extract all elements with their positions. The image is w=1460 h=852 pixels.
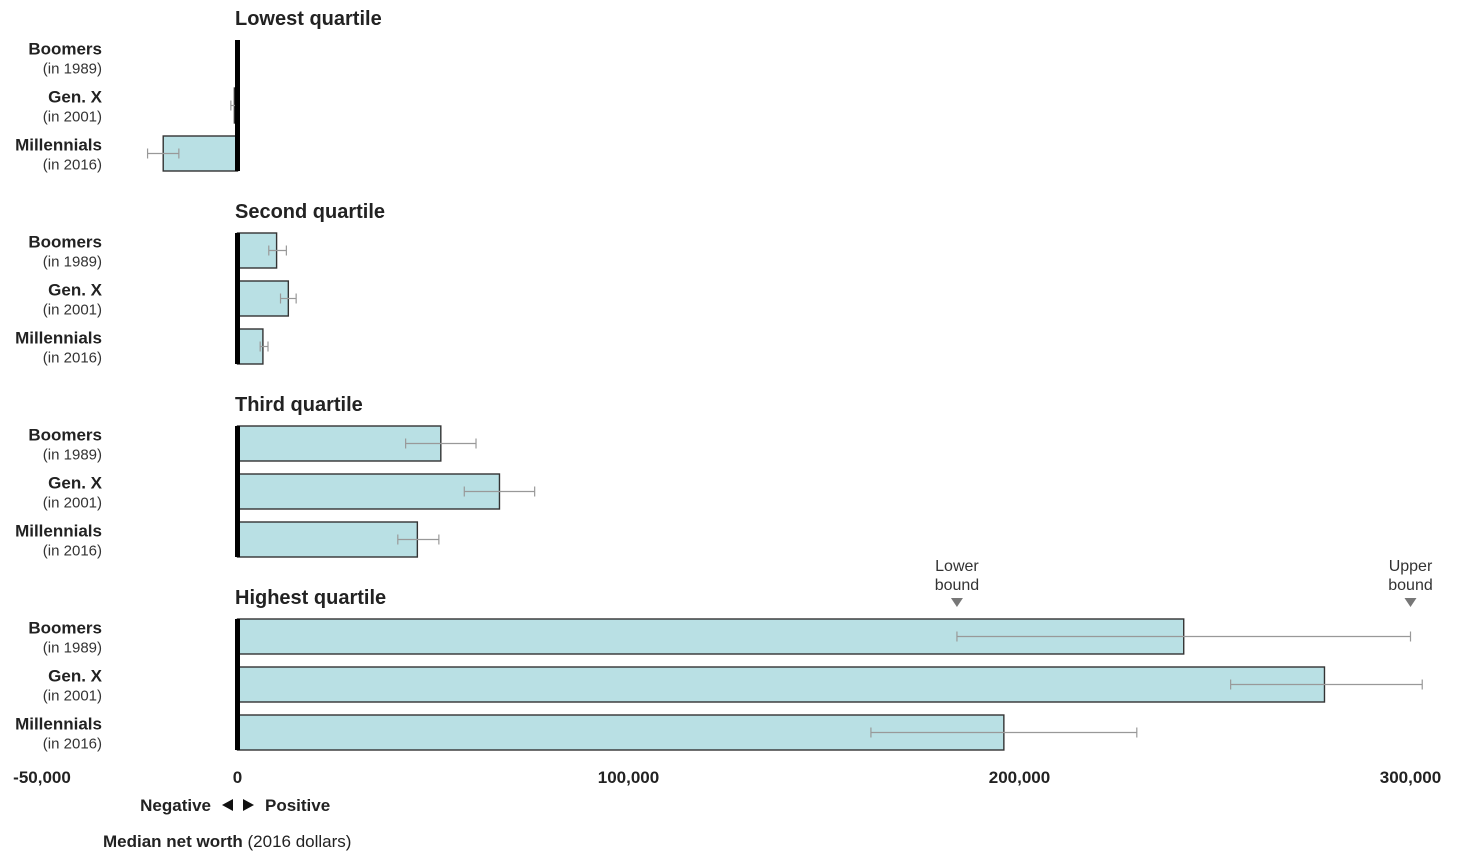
category-sublabel: (in 2016) (43, 543, 102, 560)
category-label: Gen. X (48, 667, 103, 686)
panel-title: Highest quartile (235, 587, 386, 609)
category-sublabel: (in 2016) (43, 350, 102, 367)
annotation-label-line1: Upper (1389, 558, 1433, 575)
category-sublabel: (in 2016) (43, 736, 102, 753)
category-label: Boomers (28, 619, 102, 638)
x-tick-label: 100,000 (598, 768, 659, 787)
category-label: Boomers (28, 426, 102, 445)
positive-label: Positive (265, 796, 330, 815)
x-axis-title: Median net worth (2016 dollars) (103, 832, 351, 851)
category-label: Gen. X (48, 281, 103, 300)
bar (236, 521, 419, 558)
category-label: Millennials (15, 329, 102, 348)
direction-legend: Negative Positive (140, 796, 330, 815)
category-sublabel: (in 2001) (43, 495, 102, 512)
bound-annotations: Lower bound Upper bound (935, 558, 1433, 607)
right-arrow-icon (243, 799, 254, 811)
category-sublabel: (in 1989) (43, 640, 102, 657)
x-tick-label: 0 (233, 768, 242, 787)
down-triangle-icon (950, 598, 963, 607)
category-label: Millennials (15, 136, 102, 155)
x-axis: -50,000 0 100,000 200,000 300,000 (13, 768, 1441, 787)
bar (236, 666, 1326, 703)
panel-title: Lowest quartile (235, 8, 382, 30)
category-sublabel: (in 2016) (43, 157, 102, 174)
x-tick-label: -50,000 (13, 768, 71, 787)
annotation-label-line2: bound (935, 577, 980, 594)
bar (236, 280, 290, 317)
category-label: Boomers (28, 233, 102, 252)
x-axis-title-normal: (2016 dollars) (248, 832, 352, 851)
x-tick-label: 200,000 (989, 768, 1050, 787)
panel-0: Lowest quartile Boomers (in 1989) Gen. X (in… (15, 8, 382, 174)
category-sublabel: (in 1989) (43, 254, 102, 271)
category-sublabel: (in 2001) (43, 688, 102, 705)
category-sublabel: (in 2001) (43, 109, 102, 126)
left-arrow-icon (222, 799, 233, 811)
category-label: Millennials (15, 522, 102, 541)
annotation-label-line2: bound (1388, 577, 1433, 594)
panel-title: Third quartile (235, 394, 363, 416)
annotation-label-line1: Lower (935, 558, 979, 575)
bar (236, 328, 264, 365)
category-label: Boomers (28, 40, 102, 59)
bar (236, 473, 501, 510)
panel-2: Third quartile Boomers (in 1989) Gen. X (in … (15, 394, 536, 560)
category-label: Gen. X (48, 88, 103, 107)
category-label: Millennials (15, 715, 102, 734)
category-sublabel: (in 2001) (43, 302, 102, 319)
x-tick-label: 300,000 (1380, 768, 1441, 787)
x-axis-title-bold: Median net worth (103, 832, 243, 851)
down-triangle-icon (1404, 598, 1417, 607)
category-sublabel: (in 1989) (43, 61, 102, 78)
panel-3: Highest quartile Boomers (in 1989) Gen. X (i… (15, 587, 1423, 753)
category-sublabel: (in 1989) (43, 447, 102, 464)
panel-1: Second quartile Boomers (in 1989) Gen. X (in… (15, 201, 385, 367)
panels-group: Lowest quartile Boomers (in 1989) Gen. X (in… (15, 8, 1423, 753)
panel-title: Second quartile (235, 201, 385, 223)
category-label: Gen. X (48, 474, 103, 493)
negative-label: Negative (140, 796, 211, 815)
